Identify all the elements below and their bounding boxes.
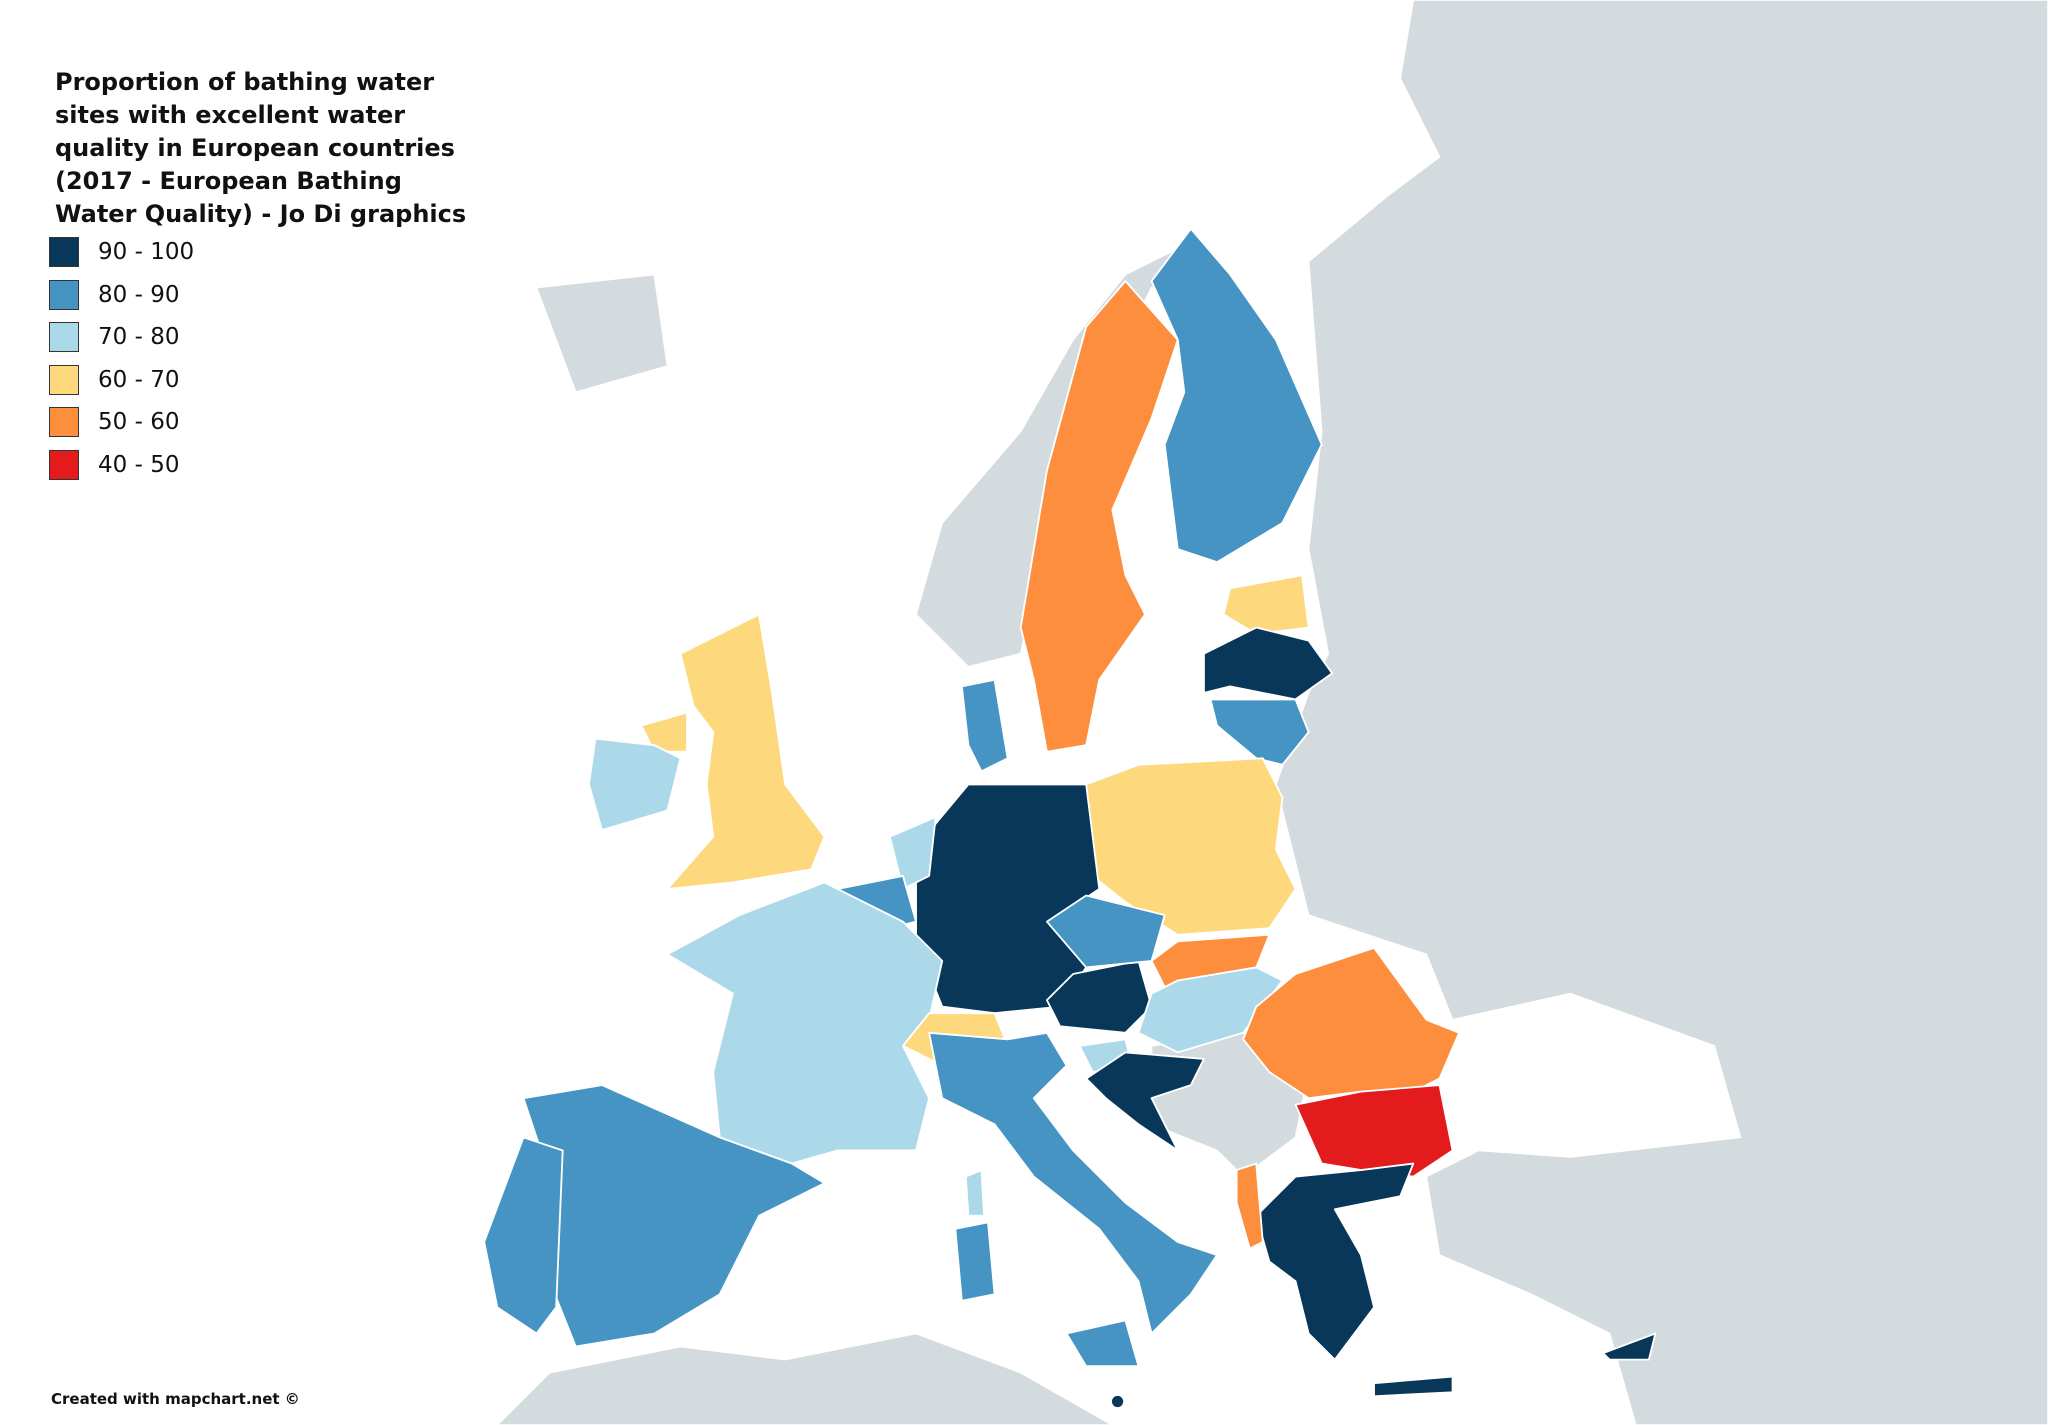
legend-swatch — [49, 407, 79, 437]
land — [535, 273, 669, 394]
country — [1085, 1051, 1205, 1152]
legend-label: 90 - 100 — [98, 239, 195, 265]
credit: Created with mapchart.net © — [51, 1390, 300, 1408]
country — [1045, 894, 1166, 969]
land — [1275, 0, 2048, 1425]
land — [496, 1332, 1114, 1425]
legend-swatch — [49, 279, 79, 310]
country — [1235, 1162, 1264, 1250]
country — [587, 737, 682, 832]
country — [954, 1221, 996, 1302]
country — [1065, 1319, 1140, 1368]
legend-swatch — [49, 237, 79, 267]
country — [928, 1031, 1218, 1335]
map-title: Proportion of bathing water sites with e… — [55, 68, 467, 228]
country — [1242, 946, 1461, 1100]
legend-swatch — [49, 322, 79, 352]
country — [1203, 626, 1334, 701]
non-eu-land — [496, 0, 2048, 1425]
legend-swatch — [49, 449, 79, 480]
country — [1255, 1162, 1415, 1361]
legend-item: 80 - 90 — [49, 279, 194, 310]
legend-item: 50 - 60 — [49, 407, 194, 437]
country — [640, 711, 688, 753]
country — [888, 816, 937, 890]
legend-label: 50 - 60 — [98, 409, 180, 435]
country — [1019, 280, 1179, 753]
legend-label: 70 - 80 — [98, 324, 180, 350]
countries — [483, 227, 1657, 1409]
country — [960, 678, 1009, 773]
legend-item: 40 - 50 — [49, 449, 194, 480]
legend-swatch — [49, 364, 79, 395]
legend-item: 60 - 70 — [49, 364, 194, 395]
country — [666, 613, 826, 890]
legend: 90 - 100 80 - 90 70 - 80 60 - 70 50 - 60 40 -… — [49, 237, 194, 492]
country — [1294, 1084, 1454, 1178]
country — [666, 881, 944, 1165]
legend-label: 80 - 90 — [98, 281, 180, 308]
country — [1373, 1375, 1454, 1398]
legend-label: 40 - 50 — [98, 451, 180, 478]
country — [483, 1136, 564, 1335]
legend-item: 90 - 100 — [49, 237, 194, 267]
country — [1085, 757, 1297, 936]
country — [964, 1169, 986, 1217]
country — [1222, 574, 1310, 635]
legend-label: 60 - 70 — [98, 366, 180, 393]
country — [1110, 1394, 1126, 1409]
country — [1150, 227, 1323, 564]
legend-item: 70 - 80 — [49, 322, 194, 352]
country — [1602, 1332, 1657, 1361]
country — [1209, 698, 1310, 766]
